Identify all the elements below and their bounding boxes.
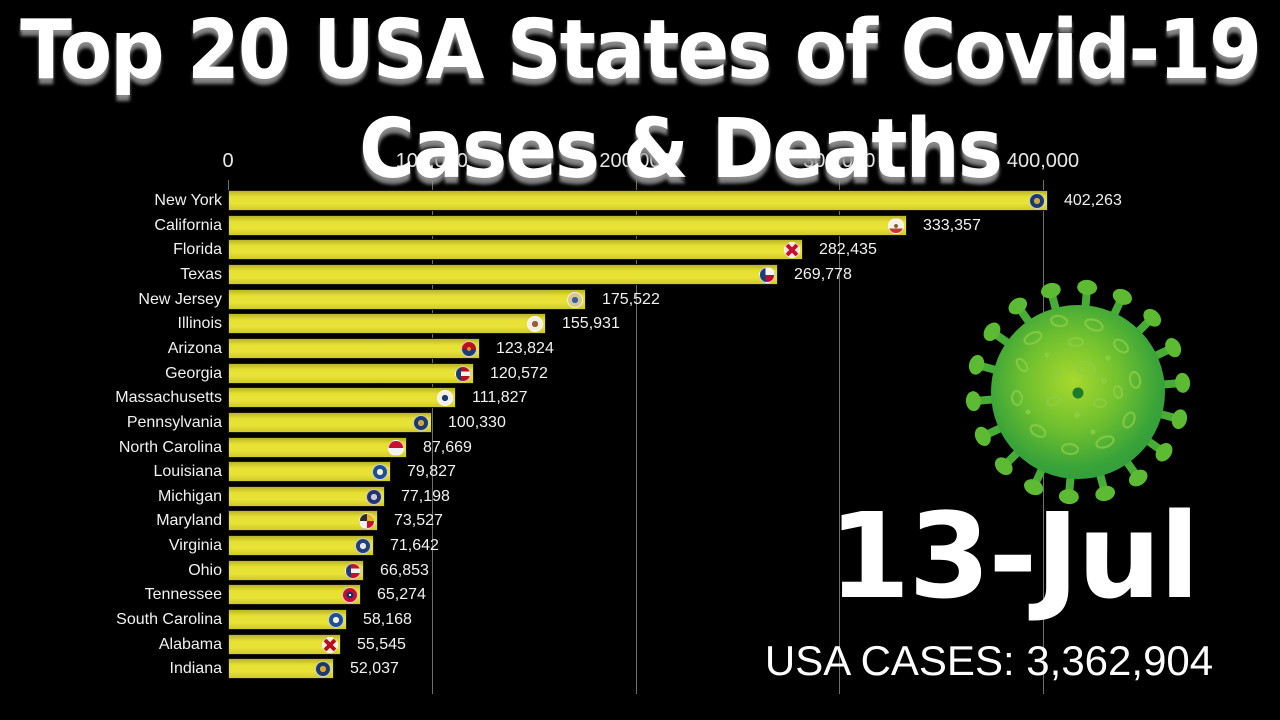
bar-value: 100,330 (448, 414, 506, 431)
north-carolina-flag-icon (388, 439, 404, 456)
new-york-flag-icon (1029, 192, 1045, 209)
bar-value: 79,827 (407, 463, 456, 480)
bar-value: 66,853 (380, 562, 429, 579)
georgia-flag-icon (455, 365, 471, 382)
new-jersey-flag-icon (567, 291, 583, 308)
bar-new-jersey (228, 289, 586, 310)
state-label: California (154, 217, 222, 234)
bar-tennessee (228, 584, 361, 605)
state-label: Georgia (165, 365, 222, 382)
texas-flag-icon (759, 266, 775, 283)
bar-pennsylvania (228, 412, 432, 433)
state-label: Maryland (156, 512, 222, 529)
bar-value: 65,274 (377, 586, 426, 603)
bar-maryland (228, 510, 378, 531)
illinois-flag-icon (527, 315, 543, 332)
bar-value: 77,198 (401, 488, 450, 505)
bar-value: 333,357 (923, 217, 981, 234)
state-label: South Carolina (116, 611, 222, 628)
bar-michigan (228, 486, 385, 507)
bar-value: 155,931 (562, 315, 620, 332)
pennsylvania-flag-icon (413, 414, 429, 431)
bar-georgia (228, 363, 474, 384)
maryland-flag-icon (359, 512, 375, 529)
bar-massachusetts (228, 387, 456, 408)
south-carolina-flag-icon (328, 611, 344, 628)
bar-value: 282,435 (819, 241, 877, 258)
page-title: Top 20 USA States of Covid-19 Cases & De… (0, 0, 1280, 199)
state-label: North Carolina (118, 439, 222, 456)
state-label: New Jersey (138, 291, 222, 308)
indiana-flag-icon (315, 660, 331, 677)
bar-south-carolina (228, 609, 347, 630)
bar-florida (228, 239, 803, 260)
bar-new-york (228, 190, 1048, 211)
state-label: Alabama (158, 636, 222, 653)
state-label: Tennessee (144, 586, 222, 603)
massachusetts-flag-icon (437, 389, 453, 406)
ohio-flag-icon (345, 562, 361, 579)
bar-value: 123,824 (496, 340, 554, 357)
state-label: Texas (180, 266, 222, 283)
x-axis-label: 400,000 (1006, 150, 1080, 172)
bar-value: 55,545 (357, 636, 406, 653)
bar-alabama (228, 634, 341, 655)
bar-value: 58,168 (363, 611, 412, 628)
bar-value: 269,778 (794, 266, 852, 283)
bar-texas (228, 264, 778, 285)
gridline (228, 180, 229, 192)
gridline (431, 180, 433, 694)
bar-virginia (228, 535, 374, 556)
bar-value: 175,522 (602, 291, 660, 308)
louisiana-flag-icon (372, 463, 388, 480)
bar-value: 87,669 (423, 439, 472, 456)
x-axis-label: 100,000 (395, 150, 468, 172)
gridline (839, 180, 841, 694)
california-flag-icon (888, 217, 904, 234)
bar-value: 73,527 (394, 512, 443, 529)
state-label: Florida (173, 241, 222, 258)
bar-illinois (228, 313, 546, 334)
bar-arizona (228, 338, 480, 359)
bar-value: 71,642 (390, 537, 439, 554)
x-axis-label: 300,000 (803, 150, 876, 172)
gridline (635, 180, 637, 694)
state-label: Louisiana (153, 463, 223, 480)
state-label: Virginia (168, 537, 222, 554)
bar-louisiana (228, 461, 391, 482)
michigan-flag-icon (366, 488, 382, 505)
state-label: Ohio (188, 562, 222, 579)
coronavirus-icon (958, 272, 1198, 512)
florida-flag-icon (784, 241, 800, 258)
state-label: Michigan (157, 488, 222, 505)
bar-value: 52,037 (350, 660, 399, 677)
bar-value: 402,263 (1064, 192, 1122, 209)
state-label: Massachusetts (115, 389, 222, 406)
page-title-line1: Top 20 USA States of Covid-19 (20, 1, 1262, 98)
bar-north-carolina (228, 437, 407, 458)
x-axis-label: 200,000 (599, 150, 672, 172)
state-label: Arizona (167, 340, 222, 357)
state-label: Pennsylvania (126, 414, 222, 431)
usa-cases-label: USA CASES: 3,362,904 (764, 637, 1214, 684)
bar-indiana (228, 658, 334, 679)
virginia-flag-icon (355, 537, 371, 554)
bar-value: 120,572 (490, 365, 548, 382)
bar-california (228, 215, 907, 236)
alabama-flag-icon (322, 636, 338, 653)
x-axis-label: 0 (222, 150, 234, 172)
state-label: Indiana (169, 660, 223, 677)
date-label: 13-Jul (828, 487, 1200, 625)
page-title-line2: Cases & Deaths (359, 100, 1003, 197)
bar-ohio (228, 560, 364, 581)
bar-value: 111,827 (472, 389, 528, 406)
state-label: New York (154, 192, 222, 209)
state-label: Illinois (177, 315, 222, 332)
tennessee-flag-icon (342, 586, 358, 603)
arizona-flag-icon (461, 340, 477, 357)
